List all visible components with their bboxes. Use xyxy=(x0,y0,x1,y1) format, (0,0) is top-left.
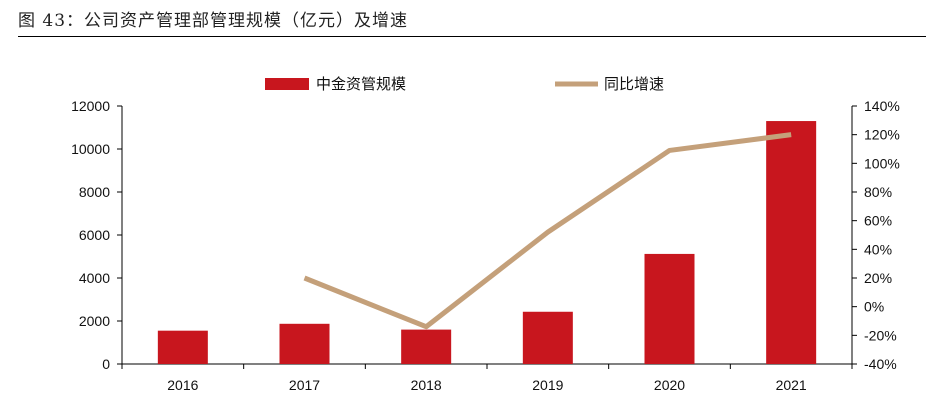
y-left-tick-label: 10000 xyxy=(71,141,110,157)
bar-2020 xyxy=(644,253,695,364)
legend-swatch-bar xyxy=(265,78,309,90)
bar-series xyxy=(157,121,817,364)
x-tick-label: 2020 xyxy=(654,377,685,393)
y-right-tick-label: 140% xyxy=(864,98,900,114)
y-right-tick-label: 100% xyxy=(864,155,900,171)
x-tick-label: 2016 xyxy=(167,377,198,393)
legend-label-line: 同比增速 xyxy=(604,75,664,93)
y-right-tick-label: 80% xyxy=(864,184,892,200)
x-tick-label: 2017 xyxy=(289,377,320,393)
title-divider xyxy=(18,36,926,37)
y-left-tick-label: 0 xyxy=(102,356,110,372)
x-tick-label: 2019 xyxy=(532,377,563,393)
y-right-tick-label: 40% xyxy=(864,241,892,257)
bar-2016 xyxy=(157,330,208,364)
y-right-tick-label: 0% xyxy=(864,299,884,315)
y-right-tick-label: 120% xyxy=(864,127,900,143)
bar-2021 xyxy=(766,121,817,364)
x-tick-label: 2018 xyxy=(411,377,442,393)
y-left-tick-label: 4000 xyxy=(79,270,110,286)
line-series xyxy=(303,132,792,330)
legend: 中金资管规模 同比增速 xyxy=(265,75,664,93)
y-left-tick-label: 12000 xyxy=(71,98,110,114)
legend-label-bar: 中金资管规模 xyxy=(316,75,406,93)
y-right-tick-label: -40% xyxy=(864,356,897,372)
growth-line xyxy=(303,132,792,330)
tick-labels: 0 2000 4000 6000 8000 10000 12000 -40% -20% 0% 20%… xyxy=(71,98,900,393)
axes xyxy=(117,105,857,369)
y-left-tick-label: 6000 xyxy=(79,227,110,243)
figure-title: 图 43：公司资产管理部管理规模（亿元）及增速 xyxy=(18,11,409,31)
y-left-tick-label: 8000 xyxy=(79,184,110,200)
bar-2019 xyxy=(522,311,573,364)
y-right-tick-label: -20% xyxy=(864,327,897,343)
x-tick-label: 2021 xyxy=(776,377,807,393)
bar-2017 xyxy=(279,323,330,364)
y-right-tick-label: 60% xyxy=(864,213,892,229)
y-left-tick-label: 2000 xyxy=(79,313,110,329)
y-right-tick-label: 20% xyxy=(864,270,892,286)
bar-2018 xyxy=(401,329,452,364)
